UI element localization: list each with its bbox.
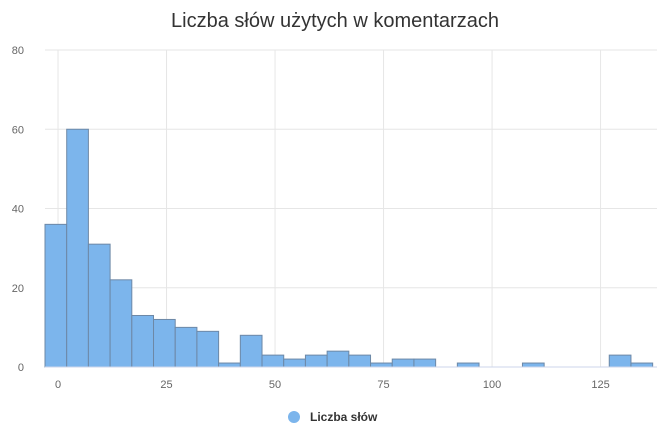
x-tick-label: 0 — [55, 379, 61, 391]
chart-title: Liczba słów użytych w komentarzach — [171, 10, 499, 32]
histogram-bar[interactable] — [66, 128, 89, 368]
histogram-bar[interactable] — [261, 354, 285, 368]
histogram-bar[interactable] — [153, 318, 176, 368]
legend-marker — [288, 411, 300, 423]
histogram-bar[interactable] — [630, 362, 654, 368]
histogram-bar[interactable] — [174, 326, 198, 368]
histogram-bar[interactable] — [391, 358, 415, 368]
x-tick-label: 25 — [160, 379, 172, 391]
histogram-bar[interactable] — [326, 350, 350, 368]
histogram-bar[interactable] — [283, 358, 306, 368]
histogram-bar[interactable] — [304, 354, 328, 368]
y-tick-label: 20 — [12, 283, 24, 295]
histogram-bar[interactable] — [131, 314, 155, 368]
histogram-bar[interactable] — [370, 362, 393, 368]
x-tick-label: 100 — [483, 379, 501, 391]
bars — [44, 128, 654, 368]
histogram-bar[interactable] — [456, 362, 480, 368]
legend-label[interactable]: Liczba słów — [310, 410, 378, 424]
x-tick-label: 125 — [591, 379, 609, 391]
histogram-bar[interactable] — [196, 330, 220, 368]
x-axis-ticks: 0 25 50 75 100 125 — [55, 379, 610, 391]
x-tick-label: 50 — [269, 379, 281, 391]
histogram-bar[interactable] — [87, 243, 111, 368]
histogram-bar[interactable] — [218, 362, 241, 368]
histogram-bar[interactable] — [348, 354, 372, 368]
x-tick-label: 75 — [377, 379, 389, 391]
histogram-bar[interactable] — [608, 354, 632, 368]
histogram-bar[interactable] — [521, 362, 545, 368]
legend[interactable]: Liczba słów — [288, 410, 378, 424]
grid-lines — [45, 49, 657, 367]
y-tick-label: 80 — [12, 45, 24, 57]
y-tick-label: 60 — [12, 124, 24, 136]
histogram-bar[interactable] — [109, 279, 133, 368]
histogram-bar[interactable] — [239, 334, 263, 368]
y-tick-label: 40 — [12, 204, 24, 216]
y-tick-label: 0 — [18, 362, 24, 374]
histogram-bar[interactable] — [44, 223, 68, 368]
histogram-bar[interactable] — [413, 358, 437, 368]
y-axis-ticks: 0 20 40 60 80 — [12, 45, 24, 374]
